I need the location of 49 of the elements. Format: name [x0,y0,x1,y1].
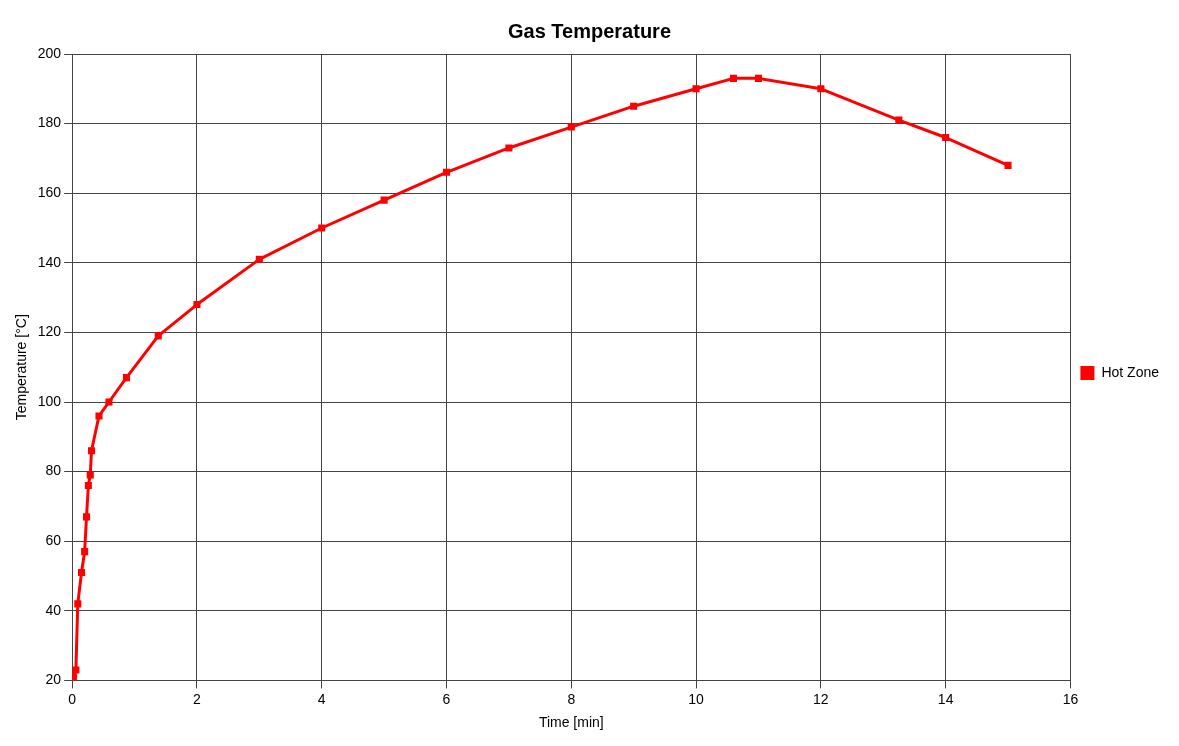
y-tick-label: 20 [45,671,62,688]
point [380,196,388,204]
point [122,374,130,382]
point [318,224,326,232]
x-tick-label: 4 [317,690,326,707]
x-axis-title: Time [min] [538,714,604,731]
point [255,255,263,263]
x-tick-label: 12 [813,690,829,707]
chart-title: Gas Temperature [507,19,672,42]
point [895,116,903,124]
x-tick-label: 16 [1062,690,1079,707]
point [193,301,201,309]
x-tick-label: 8 [567,690,576,707]
y-axis-title: Temperature [°C] [13,314,30,421]
point [82,513,91,521]
point [942,133,950,142]
legend-label: Hot Zone [1101,363,1160,380]
y-tick-label: 100 [37,392,62,409]
y-tick-label: 140 [37,253,62,270]
point [567,123,575,131]
point [442,168,451,176]
point [729,74,738,82]
point [754,74,762,82]
y-tick-label: 160 [37,184,62,201]
y-tick-label: 60 [45,532,62,549]
point [86,471,94,479]
point [105,398,113,406]
point [87,447,96,455]
y-tick-label: 80 [45,462,62,479]
x-tick-label: 14 [937,690,954,707]
y-tick-label: 40 [45,601,62,618]
point [95,412,103,420]
point [154,332,162,340]
point [81,548,89,556]
point [817,85,825,93]
point [84,481,92,490]
point [1004,161,1012,169]
point [630,102,638,110]
y-tick-label: 120 [37,323,62,340]
x-tick-label: 6 [442,690,451,707]
point [692,85,700,93]
x-tick-label: 2 [193,690,202,707]
x-tick-label: 0 [68,690,77,707]
point [505,144,513,152]
y-tick-label: 200 [37,44,62,61]
point [74,600,82,608]
x-tick-label: 10 [688,690,705,707]
y-tick-label: 180 [37,114,62,131]
point [77,568,86,577]
